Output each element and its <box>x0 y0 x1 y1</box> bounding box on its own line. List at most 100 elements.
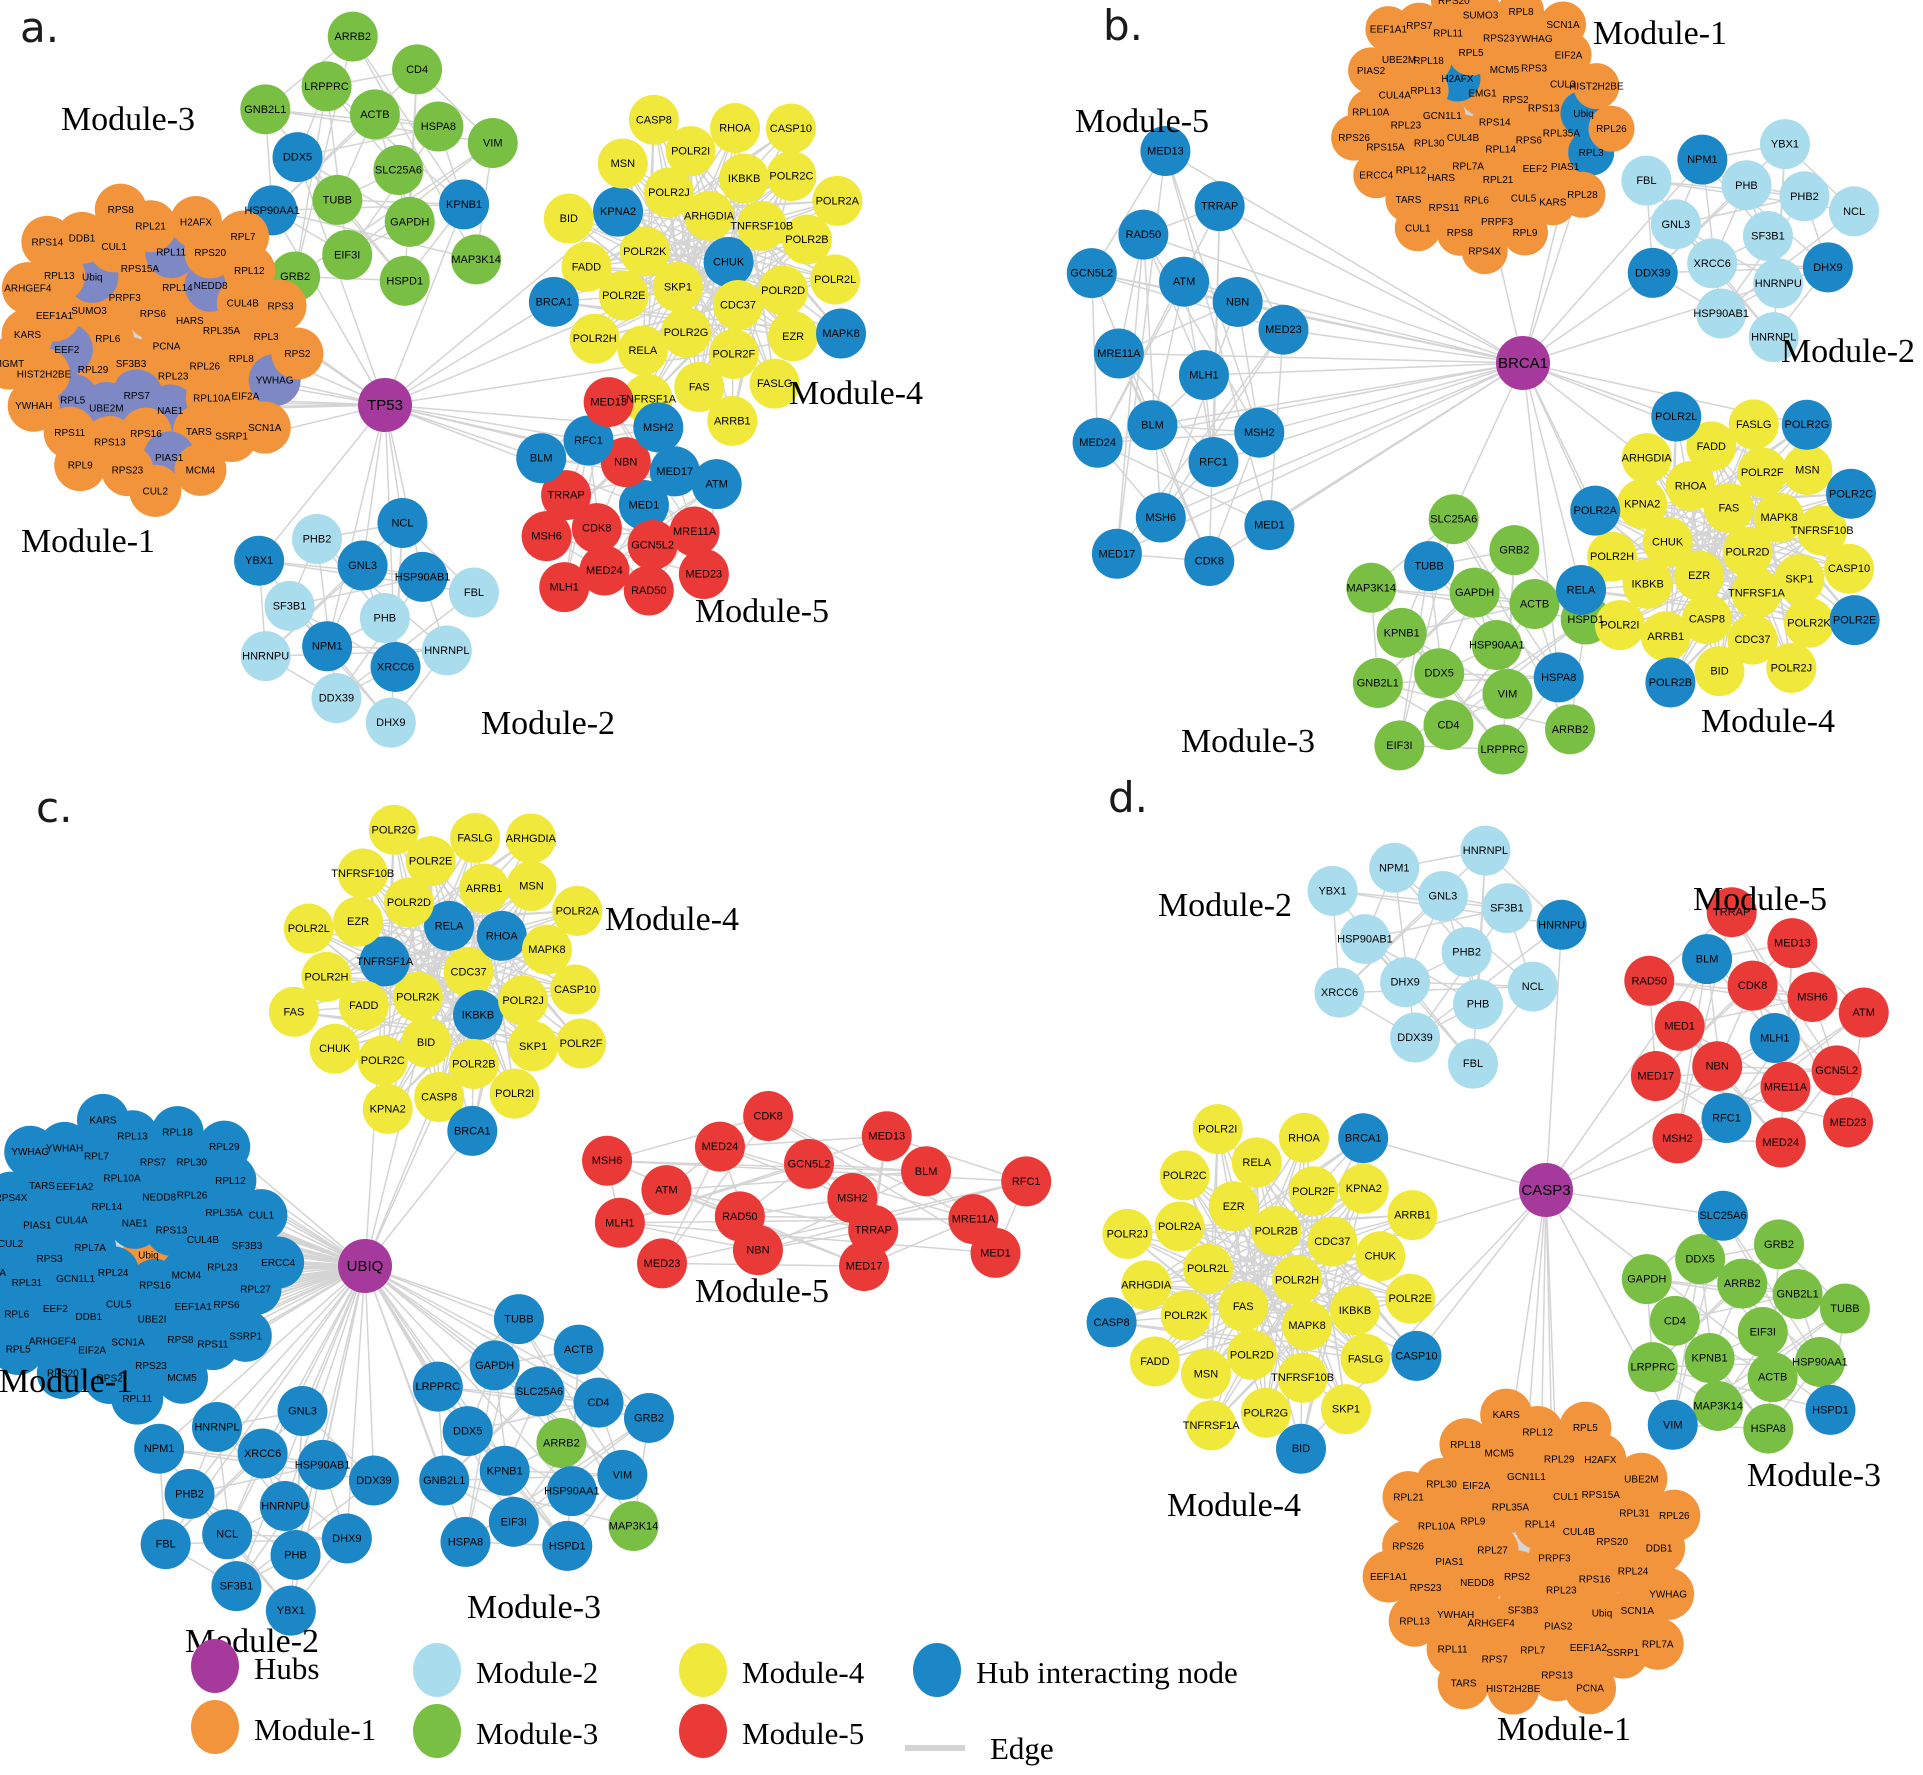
gene-label-ATM: ATM <box>1173 276 1195 288</box>
gene-node-CDK8 <box>743 1091 794 1142</box>
gene-node-POLR2K <box>1783 597 1834 648</box>
gene-node-FADD <box>561 241 612 292</box>
gene-label-KPNA2: KPNA2 <box>1624 498 1660 510</box>
gene-node-GCN5L2 <box>627 519 678 570</box>
gene-label-TNFRSF10B: TNFRSF10B <box>1791 525 1854 537</box>
gene-label-SKP1: SKP1 <box>1332 1404 1360 1416</box>
gene-label-POLR2L: POLR2L <box>1655 411 1697 423</box>
gene-node-BRCA1 <box>1338 1113 1389 1164</box>
gene-node-CASP10 <box>550 964 601 1015</box>
gene-label-GRB2: GRB2 <box>1764 1239 1794 1251</box>
gene-node-ERCC4 <box>252 1236 305 1289</box>
gene-label-MED1: MED1 <box>629 500 660 512</box>
gene-node-GCN5L2 <box>1811 1045 1862 1096</box>
gene-label-PIAS1: PIAS1 <box>1551 162 1580 173</box>
gene-label-DDX39: DDX39 <box>1397 1032 1432 1044</box>
gene-label-NPM1: NPM1 <box>144 1443 175 1455</box>
gene-label-RPL12: RPL12 <box>1396 165 1427 176</box>
gene-node-CASP10 <box>1824 543 1875 594</box>
gene-node-RPL18 <box>151 1106 204 1159</box>
gene-label-Ubiq: Ubiq <box>82 272 103 283</box>
gene-label-HSP90AB1: HSP90AB1 <box>395 571 451 583</box>
gene-label-RPL14: RPL14 <box>1485 144 1516 155</box>
gene-label-ARHGEF4: ARHGEF4 <box>29 1336 77 1347</box>
gene-label-RPL21: RPL21 <box>1393 1493 1424 1504</box>
gene-label-RPL21: RPL21 <box>135 222 166 233</box>
gene-node-NPM1 <box>1369 842 1420 893</box>
gene-node-EIF3I <box>1374 720 1425 771</box>
gene-node-MSH2 <box>1234 407 1285 458</box>
gene-label-GCN5L2: GCN5L2 <box>1815 1065 1858 1077</box>
gene-label-MSN: MSN <box>1194 1368 1219 1380</box>
gene-label-RPS4X: RPS4X <box>0 1193 28 1204</box>
gene-label-RAD50: RAD50 <box>631 585 666 597</box>
gene-node-PCNA <box>0 1247 19 1298</box>
gene-label-POLR2B: POLR2B <box>1255 1225 1298 1237</box>
gene-node-HSP90AA1 <box>546 1466 597 1517</box>
gene-label-VIM: VIM <box>483 138 503 150</box>
gene-node-HIST2H2BE <box>1487 1662 1540 1715</box>
gene-node-KPNA2 <box>1617 478 1668 529</box>
gene-label-MLH1: MLH1 <box>1189 370 1218 382</box>
gene-node-SLC25A6 <box>1428 494 1479 545</box>
gene-node-TUBB <box>1819 1283 1870 1334</box>
gene-label-YBX1: YBX1 <box>1771 139 1799 151</box>
gene-label-CASP10: CASP10 <box>1395 1350 1437 1362</box>
gene-label-TNFRSF1A: TNFRSF1A <box>1728 588 1786 600</box>
gene-node-CASP8 <box>1086 1297 1137 1348</box>
gene-label-RPL26: RPL26 <box>177 1191 208 1202</box>
gene-label-ARHGEF4: ARHGEF4 <box>4 284 52 295</box>
gene-label-TARS: TARS <box>186 427 212 438</box>
module-title-b-module-2: Module-2 <box>1781 333 1915 370</box>
gene-label-NEDD8: NEDD8 <box>1460 1578 1494 1589</box>
gene-node-POLR2J <box>498 975 549 1026</box>
gene-label-CD4: CD4 <box>1664 1315 1686 1327</box>
gene-label-POLR2J: POLR2J <box>648 187 690 199</box>
gene-label-LRPPRC: LRPPRC <box>304 81 349 93</box>
gene-label-RPL10A: RPL10A <box>1418 1521 1456 1532</box>
gene-node-POLR2D <box>1226 1329 1277 1380</box>
gene-label-KARS: KARS <box>89 1115 117 1126</box>
gene-label-RPS20: RPS20 <box>1596 1537 1628 1548</box>
edge <box>316 538 338 699</box>
gene-node-DDX39 <box>348 1455 399 1506</box>
gene-label-RAD50: RAD50 <box>722 1211 757 1223</box>
gene-node-ARHGDIA <box>505 813 556 864</box>
edge <box>1377 676 1560 684</box>
gene-label-ATM: ATM <box>705 479 727 491</box>
gene-label-PIAS1: PIAS1 <box>23 1220 52 1231</box>
edge <box>1142 233 1261 434</box>
edge <box>1142 233 1205 376</box>
gene-node-MLH1 <box>594 1197 645 1248</box>
gene-node-MSN <box>1180 1348 1231 1399</box>
gene-label-RELA: RELA <box>1242 1157 1271 1169</box>
gene-label-MCM5: MCM5 <box>1485 1449 1515 1460</box>
gene-label-PHB: PHB <box>1735 180 1758 192</box>
gene-node-POLR2E <box>598 270 649 321</box>
gene-label-POLR2I: POLR2I <box>671 146 710 158</box>
gene-node-MSH2 <box>1652 1113 1703 1164</box>
legend-label-hubs: Hubs <box>254 1651 319 1686</box>
gene-label-ACTB: ACTB <box>1758 1372 1787 1384</box>
gene-node-ARRB2 <box>327 11 378 62</box>
gene-label-RPL18: RPL18 <box>1450 1440 1481 1451</box>
gene-label-FASLG: FASLG <box>1736 419 1771 431</box>
gene-label-POLR2C: POLR2C <box>1163 1170 1207 1182</box>
gene-label-FASLG: FASLG <box>1348 1353 1383 1365</box>
edge <box>326 404 386 647</box>
module-title-a-module-2: Module-2 <box>481 705 615 742</box>
gene-node-CUL1 <box>1394 205 1441 252</box>
gene-label-RPL3: RPL3 <box>254 332 279 343</box>
gene-label-RPS8: RPS8 <box>1447 228 1474 239</box>
gene-label-GCN5L2: GCN5L2 <box>788 1158 831 1170</box>
gene-node-RFC1 <box>563 415 614 466</box>
gene-label-MED17: MED17 <box>1099 548 1136 560</box>
gene-node-POLR2G <box>1240 1387 1291 1438</box>
gene-node-MAP3K14 <box>1693 1380 1744 1431</box>
gene-node-POLR2J <box>1102 1208 1153 1259</box>
gene-label-POLR2D: POLR2D <box>1230 1349 1274 1361</box>
gene-label-RAD50: RAD50 <box>1126 229 1161 241</box>
gene-label-POLR2H: POLR2H <box>573 333 617 345</box>
gene-node-POLR2E <box>1829 595 1880 646</box>
gene-node-RPS2 <box>271 327 324 380</box>
